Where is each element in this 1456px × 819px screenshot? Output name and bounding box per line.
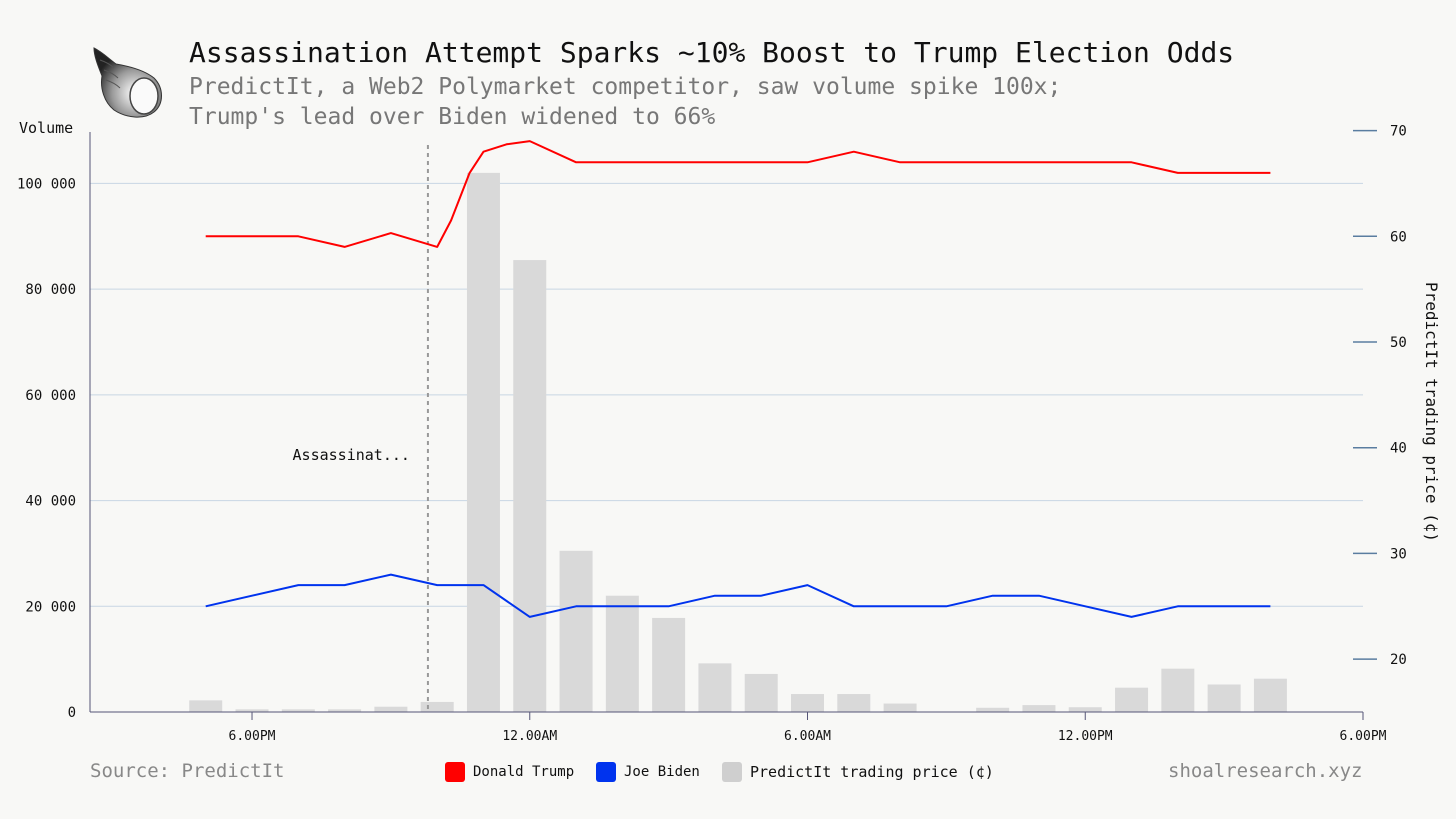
y2-tick-label: 70 xyxy=(1390,124,1407,140)
volume-bar xyxy=(791,694,825,712)
legend-swatch-biden xyxy=(596,762,616,782)
y-axis-title: Volume xyxy=(19,119,73,137)
y2-tick-label: 30 xyxy=(1390,546,1407,562)
seashell-icon xyxy=(93,47,162,118)
legend-item-volume: PredictIt trading price (¢) xyxy=(722,762,994,782)
volume-bar xyxy=(235,709,269,712)
y2-axis-title: PredictIt trading price (¢) xyxy=(1422,282,1441,542)
seashell-logo xyxy=(88,44,166,120)
x-tick-label: 6.00AM xyxy=(784,729,831,744)
volume-bar xyxy=(420,701,454,712)
y2-tick-label: 60 xyxy=(1390,229,1407,245)
legend-label-volume: PredictIt trading price (¢) xyxy=(750,763,994,781)
volume-bar xyxy=(374,706,408,712)
x-tick-label: 12.00PM xyxy=(1058,729,1113,744)
legend-item-trump: Donald Trump xyxy=(445,762,574,782)
legend-swatch-trump xyxy=(445,762,465,782)
volume-bar xyxy=(281,709,315,712)
volume-bar xyxy=(698,663,732,712)
volume-bar xyxy=(513,260,547,712)
volume-bar xyxy=(1253,678,1287,712)
volume-bar xyxy=(652,617,686,712)
y-tick-label: 80 000 xyxy=(25,282,76,298)
source-note: Source: PredictIt xyxy=(90,760,285,782)
y-tick-label: 60 000 xyxy=(25,388,76,404)
y2-tick-label: 20 xyxy=(1390,652,1407,668)
x-tick-label: 6.00PM xyxy=(229,729,276,744)
volume-bar xyxy=(1068,707,1102,712)
series-line-biden xyxy=(205,573,1271,618)
volume-bar xyxy=(559,550,593,712)
chart-subtitle: PredictIt, a Web2 Polymarket competitor,… xyxy=(189,72,1061,132)
y-tick-label: 0 xyxy=(68,705,76,721)
legend-swatch-volume xyxy=(722,762,742,782)
y2-tick-label: 50 xyxy=(1390,335,1407,351)
volume-bar xyxy=(1022,705,1056,712)
y-tick-label: 40 000 xyxy=(25,494,76,510)
series-line-trump xyxy=(205,140,1271,248)
volume-bar xyxy=(837,694,871,712)
legend-label-trump: Donald Trump xyxy=(473,764,575,780)
volume-bar xyxy=(189,700,223,712)
x-tick-label: 6.00PM xyxy=(1340,729,1387,744)
subtitle-line-2: Trump's lead over Biden widened to 66% xyxy=(189,104,716,130)
y2-tick-label: 40 xyxy=(1390,441,1407,457)
volume-bar xyxy=(466,172,500,712)
y-tick-label: 20 000 xyxy=(25,599,76,615)
legend-label-biden: Joe Biden xyxy=(624,764,700,780)
volume-bar xyxy=(328,709,362,712)
y-tick-label: 100 000 xyxy=(17,176,76,192)
volume-bar xyxy=(1207,684,1241,712)
volume-bar xyxy=(883,703,917,712)
volume-bar xyxy=(605,595,639,712)
volume-bar xyxy=(744,673,778,712)
subtitle-line-1: PredictIt, a Web2 Polymarket competitor,… xyxy=(189,74,1062,100)
legend-item-biden: Joe Biden xyxy=(596,762,700,782)
x-tick-label: 12.00AM xyxy=(502,729,557,744)
volume-bar xyxy=(976,707,1010,712)
annotation-label: Assassinat... xyxy=(293,446,410,464)
volume-bar xyxy=(1161,668,1195,712)
volume-bar xyxy=(1115,687,1149,712)
site-credit: shoalresearch.xyz xyxy=(1168,760,1363,782)
chart-title: Assassination Attempt Sparks ~10% Boost … xyxy=(189,36,1235,69)
